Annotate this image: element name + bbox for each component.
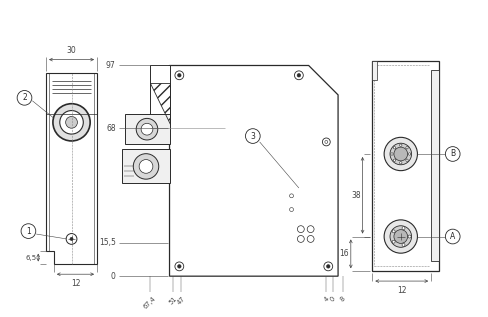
Text: 6,5: 6,5: [25, 255, 36, 261]
Text: 15,5: 15,5: [99, 238, 116, 247]
Circle shape: [394, 147, 407, 161]
Text: B: B: [450, 150, 455, 158]
Circle shape: [393, 159, 396, 161]
Circle shape: [178, 265, 181, 268]
Bar: [431, 70, 439, 262]
Circle shape: [408, 153, 411, 155]
Text: 1: 1: [26, 227, 31, 236]
Bar: [372, 61, 377, 80]
Circle shape: [60, 111, 83, 134]
FancyBboxPatch shape: [280, 184, 303, 221]
Bar: [372, 61, 439, 271]
Text: 4: 4: [323, 296, 330, 303]
Circle shape: [21, 224, 36, 238]
Text: 3: 3: [250, 132, 255, 140]
Circle shape: [326, 265, 330, 268]
Circle shape: [391, 153, 393, 155]
Text: 2: 2: [22, 93, 27, 102]
Circle shape: [294, 71, 303, 80]
Circle shape: [307, 226, 314, 233]
Circle shape: [400, 144, 402, 146]
Text: 0: 0: [111, 272, 116, 281]
Text: 8: 8: [339, 296, 346, 303]
Text: 12: 12: [397, 286, 407, 295]
Circle shape: [408, 235, 411, 238]
Circle shape: [178, 74, 181, 77]
Circle shape: [446, 229, 460, 244]
Circle shape: [175, 71, 184, 80]
Bar: [150, 66, 169, 124]
Circle shape: [297, 226, 304, 233]
Circle shape: [393, 146, 396, 149]
Circle shape: [402, 243, 405, 246]
Circle shape: [70, 237, 73, 240]
Circle shape: [66, 234, 77, 244]
Circle shape: [139, 159, 153, 173]
Circle shape: [133, 154, 159, 179]
Circle shape: [17, 90, 32, 105]
Circle shape: [392, 240, 395, 243]
Text: 47: 47: [176, 296, 186, 306]
Polygon shape: [169, 66, 338, 276]
Circle shape: [245, 129, 260, 143]
Circle shape: [307, 236, 314, 243]
Circle shape: [446, 147, 460, 161]
Circle shape: [406, 146, 408, 149]
Text: 0: 0: [329, 296, 337, 303]
Circle shape: [297, 74, 301, 77]
Text: A: A: [450, 232, 455, 241]
Circle shape: [406, 159, 408, 161]
Bar: [122, 149, 169, 183]
Circle shape: [402, 227, 405, 230]
Circle shape: [394, 230, 407, 243]
Polygon shape: [46, 73, 97, 264]
Circle shape: [53, 104, 90, 141]
Text: 51: 51: [168, 296, 179, 306]
Text: 67,4: 67,4: [142, 296, 157, 310]
Circle shape: [175, 262, 184, 271]
Text: 12: 12: [71, 279, 80, 288]
Circle shape: [390, 226, 411, 247]
Text: 97: 97: [106, 61, 116, 70]
Circle shape: [384, 137, 417, 171]
Circle shape: [390, 143, 411, 165]
Text: 38: 38: [351, 191, 361, 200]
Circle shape: [324, 262, 333, 271]
Bar: [125, 114, 169, 144]
Circle shape: [392, 230, 395, 233]
Circle shape: [400, 162, 402, 164]
Circle shape: [384, 220, 417, 253]
Circle shape: [297, 236, 304, 243]
Circle shape: [66, 116, 78, 128]
Text: 16: 16: [339, 249, 349, 258]
Circle shape: [323, 138, 330, 146]
Circle shape: [136, 119, 158, 140]
Text: 68: 68: [106, 124, 116, 133]
Text: 30: 30: [67, 46, 77, 55]
Circle shape: [141, 123, 153, 135]
